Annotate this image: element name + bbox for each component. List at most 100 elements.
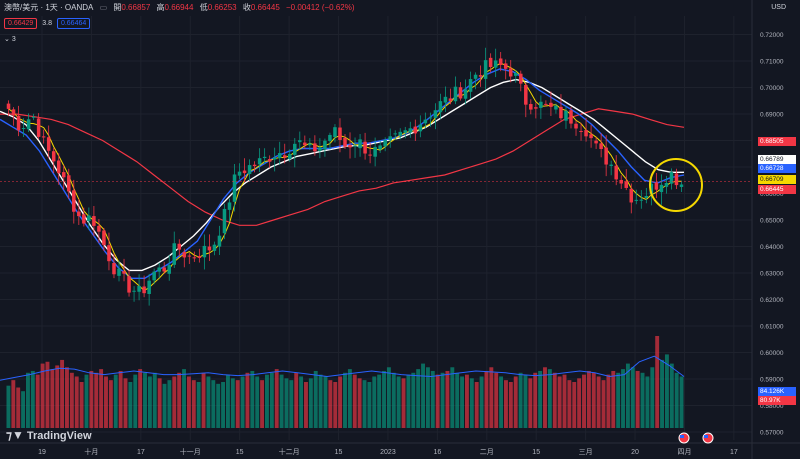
volume-bar <box>108 380 113 428</box>
candle-body <box>318 147 322 151</box>
volume-bar <box>55 365 60 428</box>
price-axis: 0.720000.710000.700000.690000.680000.670… <box>760 32 784 436</box>
candlesticks <box>6 47 684 306</box>
candle-body <box>46 137 51 151</box>
volume-bar <box>216 383 221 428</box>
volume-bar <box>362 380 367 428</box>
volume-bar <box>523 374 528 428</box>
currency-label[interactable]: USD <box>771 4 786 11</box>
candle-body <box>654 182 659 190</box>
candle-body <box>127 276 131 293</box>
candle-body <box>508 68 513 77</box>
volume-bar <box>489 367 494 428</box>
volume-bar <box>347 369 352 428</box>
symbol-title[interactable]: 澳幣/美元 · 1天 · OANDA <box>4 3 94 12</box>
volume-bar <box>401 378 406 428</box>
candle-body <box>483 60 488 79</box>
candle-body <box>272 157 277 160</box>
candle-body <box>569 110 573 124</box>
volume-bar <box>279 374 284 428</box>
y-tick-label: 0.71000 <box>760 59 784 66</box>
candle-body <box>448 98 453 101</box>
volume-bar <box>255 376 260 428</box>
volume-bar <box>230 378 235 428</box>
us-flag-icon[interactable] <box>678 432 690 444</box>
volume-bar <box>411 372 416 428</box>
candle-body <box>559 106 563 119</box>
candle-body <box>102 230 106 246</box>
tradingview-logo[interactable]: ⁊▼ TradingView <box>6 428 92 442</box>
volume-bar <box>572 382 577 428</box>
volume-bar <box>167 380 172 428</box>
candle-body <box>398 131 403 136</box>
candle-body <box>207 246 212 251</box>
candle-body <box>418 124 423 132</box>
candle-body <box>393 133 397 135</box>
candle-body <box>463 89 468 99</box>
indicators-toggle[interactable]: ⌄ 3 <box>4 35 16 43</box>
candle-body <box>413 126 418 134</box>
volume-bar <box>562 374 567 428</box>
candle-body <box>383 140 387 147</box>
volume-bar <box>577 378 582 428</box>
candle-body <box>177 243 182 250</box>
candle-body <box>16 115 21 131</box>
volume-bar <box>528 378 533 428</box>
candle-body <box>107 245 111 262</box>
candle-body <box>629 188 634 203</box>
volume-bar <box>513 376 518 428</box>
candle-body <box>232 174 237 202</box>
y-tick-label: 0.65000 <box>760 218 784 225</box>
candle-body <box>544 103 548 105</box>
volume-bar <box>382 370 386 428</box>
volume-bar <box>679 376 684 428</box>
trade-row: 0.66429 3.8 0.66464 <box>4 18 91 29</box>
volume-bar <box>6 385 11 428</box>
volume-bar <box>464 374 469 428</box>
x-tick-label: 19 <box>38 449 46 456</box>
volume-bar <box>157 378 162 428</box>
volume-bar <box>221 382 226 428</box>
candle-body <box>172 243 177 265</box>
candle-body <box>26 119 31 130</box>
volume-bar <box>79 382 84 428</box>
volume-bar <box>21 391 26 428</box>
indicator-count: 3 <box>11 36 16 43</box>
candle-body <box>298 140 302 143</box>
volume-bar <box>606 374 611 428</box>
candle-body <box>529 104 533 110</box>
candle-body <box>197 256 202 258</box>
candle-body <box>453 86 458 102</box>
candle-body <box>539 101 543 108</box>
price-label: 0.66445 <box>758 185 796 194</box>
candle-body <box>468 79 473 92</box>
candle-body <box>564 110 568 121</box>
buy-button[interactable]: 0.66464 <box>56 18 91 29</box>
candle-body <box>604 147 608 165</box>
volume-bar <box>469 378 474 428</box>
candle-body <box>428 117 433 119</box>
us-flag-icon[interactable] <box>702 432 714 444</box>
volume-bar <box>582 374 586 428</box>
candle-body <box>11 109 16 116</box>
candle-body <box>513 73 518 76</box>
volume-bar <box>162 383 167 428</box>
spread-value: 3.8 <box>42 20 52 27</box>
candle-body <box>408 128 413 133</box>
volume-bar <box>552 372 557 428</box>
volume-bar <box>225 374 230 428</box>
sell-button[interactable]: 0.66429 <box>4 18 38 29</box>
x-tick-label: 三月 <box>579 448 593 456</box>
visibility-eye-icon[interactable]: ▭ <box>99 3 108 12</box>
volume-bar <box>94 372 99 428</box>
volume-bar <box>601 380 606 428</box>
candle-body <box>443 96 448 103</box>
volume-bar <box>372 376 377 428</box>
candle-body <box>202 245 207 258</box>
candle-body <box>524 85 528 105</box>
candle-body <box>282 155 287 158</box>
candle-body <box>343 138 347 147</box>
volume-bar <box>533 372 538 428</box>
candle-body <box>599 143 603 150</box>
